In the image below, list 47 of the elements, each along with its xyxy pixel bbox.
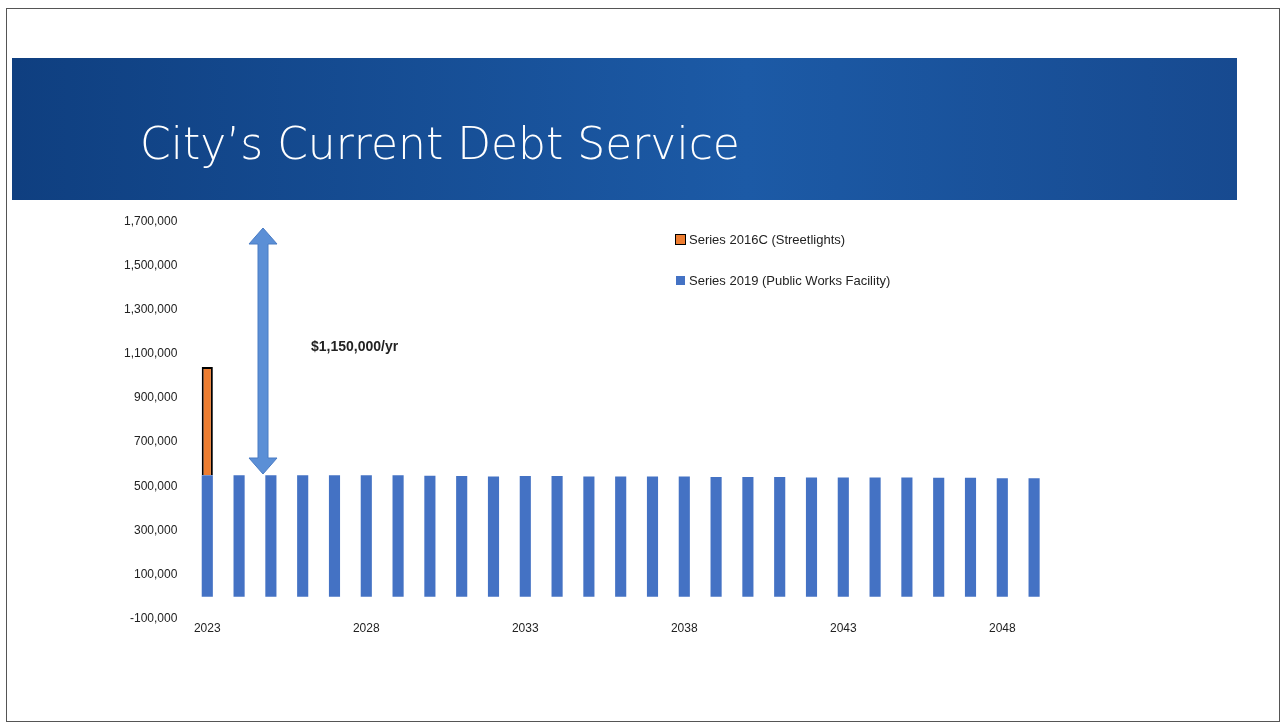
bar — [678, 476, 690, 597]
bar — [233, 475, 245, 597]
x-tick-label: 2048 — [988, 621, 1016, 636]
chart-title: City’s Current Debt Service — [140, 118, 740, 169]
bar — [201, 475, 213, 597]
bar — [551, 476, 563, 597]
y-tick-label: 1,100,000 — [123, 346, 178, 361]
bar — [424, 475, 436, 597]
annotation: $1,150,000/yr — [311, 338, 399, 354]
bar — [487, 476, 500, 597]
bar — [837, 477, 849, 597]
bar — [456, 476, 468, 597]
y-tick-label: 100,000 — [133, 566, 178, 581]
y-tick-label: 900,000 — [133, 390, 178, 405]
bar — [1028, 478, 1040, 597]
y-tick-label: 500,000 — [133, 478, 178, 493]
y-tick-label: 1,700,000 — [123, 213, 178, 228]
bar — [615, 476, 627, 597]
bar — [710, 476, 722, 597]
x-tick-label: 2028 — [352, 621, 380, 636]
bar — [964, 477, 977, 597]
bar — [265, 475, 277, 597]
bar — [901, 477, 913, 597]
bar — [774, 476, 786, 597]
y-tick-label: 1,300,000 — [123, 301, 178, 316]
bar — [360, 475, 372, 597]
bar — [392, 475, 404, 597]
y-tick-label: 300,000 — [133, 522, 178, 537]
x-tick-label: 2038 — [670, 621, 698, 636]
bar — [583, 476, 595, 597]
x-tick-label: 2033 — [511, 621, 539, 636]
x-tick-label: 2023 — [193, 621, 221, 636]
bar — [297, 475, 309, 597]
legend-label: Series 2016C (Streetlights) — [689, 232, 846, 247]
x-tick-label: 2043 — [829, 621, 857, 636]
bar — [328, 475, 341, 597]
bar — [742, 476, 754, 597]
bar — [646, 476, 659, 597]
legend-label: Series 2019 (Public Works Facility) — [689, 273, 891, 288]
y-tick-label: -100,000 — [130, 611, 178, 626]
bar — [933, 477, 945, 597]
y-tick-label: 1,500,000 — [123, 257, 178, 272]
y-tick-label: 700,000 — [133, 434, 178, 449]
bar — [519, 476, 531, 597]
bar — [805, 477, 818, 597]
bar — [996, 478, 1008, 597]
bar — [869, 477, 881, 597]
